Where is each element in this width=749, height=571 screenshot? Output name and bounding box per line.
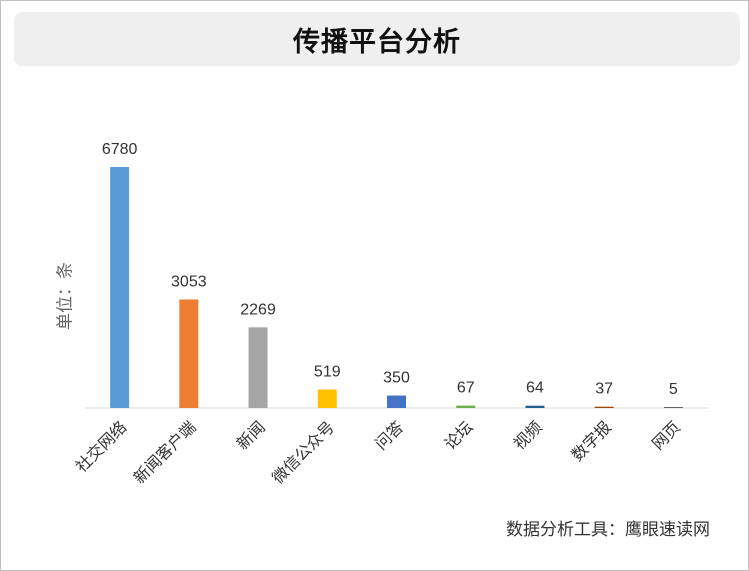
- bar-6: [456, 405, 476, 408]
- value-label-3: 2269: [240, 301, 276, 318]
- value-label-1: 6780: [102, 141, 138, 158]
- category-label-3: 新闻: [233, 417, 269, 453]
- category-label-1: 社交网络: [72, 417, 131, 476]
- category-label-8: 数字报: [568, 417, 615, 464]
- value-label-7: 64: [526, 380, 544, 397]
- source-note: 数据分析工具：鹰眼速读网: [506, 520, 710, 540]
- value-label-5: 350: [383, 370, 410, 387]
- bar-9: [663, 407, 683, 408]
- value-label-8: 37: [595, 381, 613, 398]
- title-bar: 传播平台分析: [14, 12, 740, 66]
- value-label-4: 519: [314, 364, 341, 381]
- category-label-4: 微信公众号: [268, 417, 338, 487]
- value-label-9: 5: [669, 381, 678, 398]
- category-label-5: 问答: [371, 417, 407, 453]
- bar-2: [179, 299, 199, 408]
- category-label-2: 新闻客户端: [130, 417, 200, 487]
- bar-8: [594, 406, 614, 408]
- category-label-9: 网页: [648, 417, 684, 453]
- category-label-6: 论坛: [440, 417, 476, 453]
- value-label-2: 3053: [171, 273, 207, 290]
- bar-4: [317, 389, 337, 408]
- category-label-7: 视频: [510, 417, 546, 453]
- bar-5: [387, 395, 406, 408]
- value-label-6: 67: [457, 380, 475, 397]
- bar-1: [110, 167, 130, 408]
- bar-7: [525, 405, 545, 408]
- bar-3: [248, 327, 268, 408]
- chart-title: 传播平台分析: [293, 26, 461, 58]
